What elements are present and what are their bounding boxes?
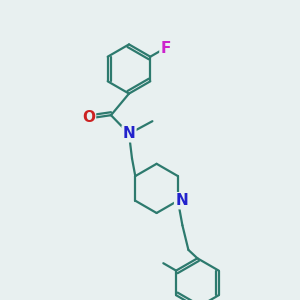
- Text: N: N: [175, 193, 188, 208]
- Text: O: O: [82, 110, 95, 124]
- Text: F: F: [160, 41, 171, 56]
- Text: N: N: [123, 126, 135, 141]
